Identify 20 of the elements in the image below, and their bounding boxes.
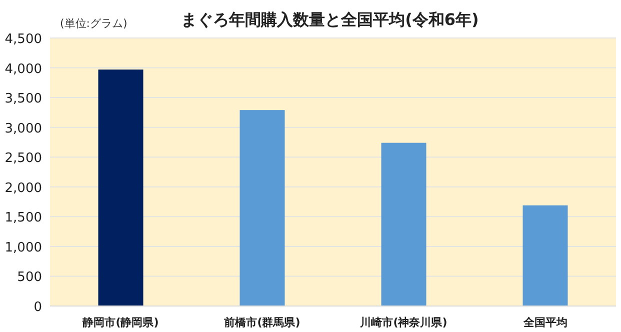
x-tick-label: 前橋市(群馬県) <box>223 316 300 329</box>
y-tick-label: 2,000 <box>4 180 42 196</box>
bar <box>98 70 144 306</box>
text: (単位:グラム) <box>60 17 128 30</box>
x-tick-label: 静岡市(静岡県) <box>82 316 159 329</box>
bar <box>522 205 568 306</box>
y-tick-label: 1,500 <box>4 210 42 226</box>
bar <box>240 110 285 306</box>
y-tick-label: 3,500 <box>4 92 42 107</box>
x-tick-label: 全国平均 <box>522 316 568 329</box>
chart-title: まぐろ年間購入数量と全国平均(令和6年) <box>181 10 479 29</box>
y-tick-label: 4,500 <box>4 32 42 47</box>
y-tick-label: 0 <box>34 300 42 315</box>
bar <box>381 142 426 306</box>
y-tick-label: 500 <box>17 270 42 286</box>
y-tick-label: 3,000 <box>4 121 42 136</box>
y-tick-label: 4,000 <box>4 62 42 77</box>
x-tick-label: 川崎市(神奈川県) <box>359 316 448 329</box>
y-tick-label: 1,000 <box>4 240 42 256</box>
y-tick-label: 2,500 <box>4 151 42 166</box>
